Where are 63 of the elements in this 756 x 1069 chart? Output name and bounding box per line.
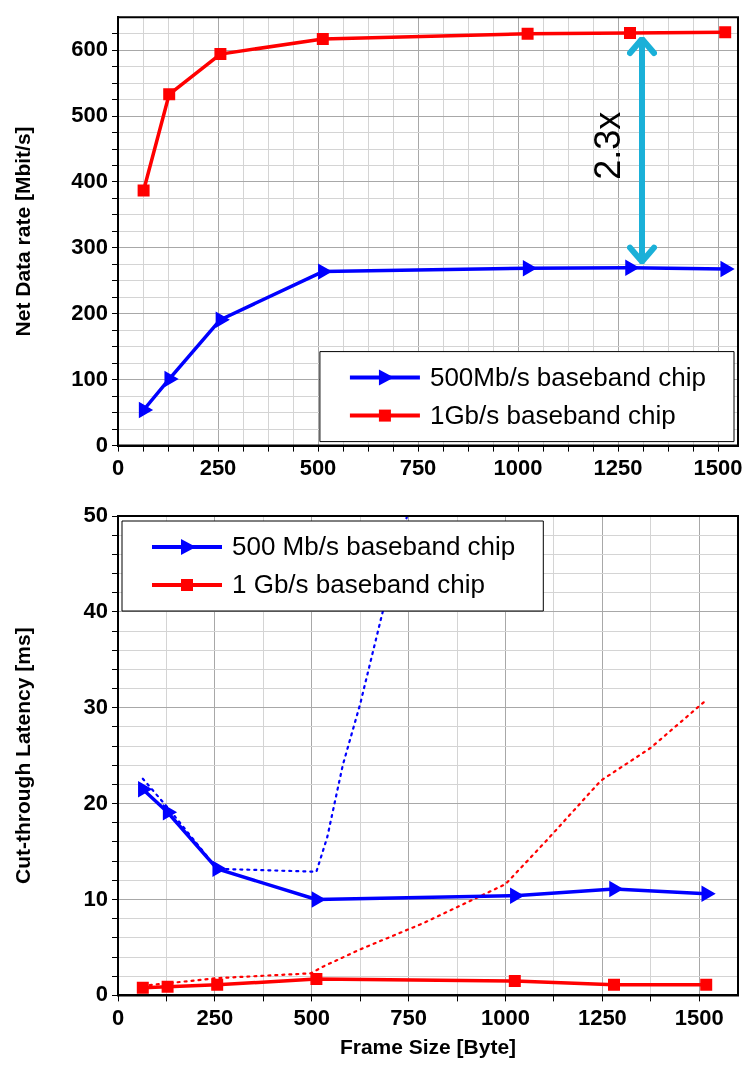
point (720, 262, 733, 276)
annotation: 2.3x (586, 111, 628, 180)
y-tick-label: 600 (71, 36, 108, 62)
x-tick-label: 500 (299, 454, 337, 480)
point (212, 861, 225, 876)
legend-label: 500Mb/s baseband chip (429, 361, 707, 392)
point (136, 981, 149, 994)
x-tick-label: 1000 (493, 454, 543, 480)
y-tick-label: 40 (83, 597, 108, 623)
point (164, 372, 177, 386)
point (138, 403, 152, 417)
legend-label: 1 Gb/s baseband chip (232, 569, 485, 600)
point (510, 888, 523, 903)
point (215, 312, 229, 327)
y-tick-label: 0 (95, 431, 108, 457)
x-tick-label: 0 (111, 1004, 125, 1030)
point (316, 32, 329, 45)
x-tick-label: 1250 (593, 454, 643, 480)
point (311, 892, 325, 907)
point (522, 261, 536, 276)
point (310, 973, 323, 986)
point (161, 980, 174, 993)
point (521, 27, 534, 40)
y-tick-label: 30 (83, 693, 108, 719)
point (625, 260, 638, 275)
y-tick-label: 10 (83, 885, 108, 911)
x-tick-label: 500 (293, 1004, 331, 1030)
point (508, 975, 521, 988)
y-tick-label: 300 (71, 233, 108, 259)
point (701, 886, 714, 901)
y-tick-label: 20 (83, 789, 108, 815)
x-tick-label: 250 (199, 454, 237, 480)
y-axis-title: Net Data rate [Mbit/s] (11, 126, 35, 337)
y-tick-label: 200 (71, 299, 108, 325)
x-tick-label: 1250 (577, 1004, 627, 1030)
y-tick-label: 500 (71, 102, 108, 128)
point (162, 805, 176, 820)
legend-label: 500 Mb/s baseband chip (232, 531, 516, 562)
point (211, 978, 224, 991)
x-tick-label: 750 (390, 1004, 427, 1030)
x-axis-title: Frame Size [Byte] (339, 1035, 517, 1059)
legend-label: 1Gb/s baseband chip (429, 399, 676, 430)
point (624, 27, 636, 40)
y-tick-label: 50 (83, 502, 108, 528)
x-tick-label: 250 (196, 1004, 234, 1030)
point (719, 26, 732, 39)
x-tick-label: 0 (111, 454, 125, 480)
point (608, 978, 620, 991)
point (609, 882, 622, 896)
point (318, 264, 331, 279)
x-tick-label: 750 (399, 454, 437, 480)
point (137, 184, 150, 197)
point (138, 782, 151, 797)
point (163, 88, 176, 101)
point (700, 978, 713, 991)
y-axis-title: Cut-through Latency [ms] (11, 627, 35, 885)
x-tick-label: 1500 (674, 1004, 724, 1030)
x-tick-label: 1000 (481, 1004, 530, 1030)
y-tick-label: 100 (71, 365, 108, 391)
y-tick-label: 400 (71, 168, 108, 194)
point (214, 48, 227, 61)
y-tick-label: 0 (95, 981, 108, 1007)
x-tick-label: 1500 (693, 454, 743, 480)
